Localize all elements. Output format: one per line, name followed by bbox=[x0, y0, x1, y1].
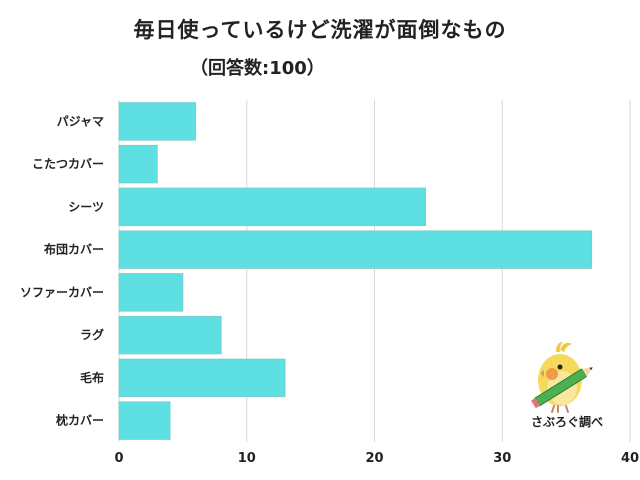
cockatiel-with-pencil-icon bbox=[531, 342, 593, 413]
bar-4 bbox=[118, 273, 184, 312]
category-label: パジャマ bbox=[57, 114, 104, 128]
bar-1 bbox=[118, 144, 158, 184]
category-label: 枕カバー bbox=[56, 413, 104, 428]
bar-7 bbox=[118, 401, 171, 440]
x-tick-labels: 0 10 20 30 40 bbox=[114, 451, 639, 466]
bar-3 bbox=[118, 230, 593, 269]
category-label: ソファーカバー bbox=[20, 285, 104, 299]
category-label: 毛布 bbox=[80, 370, 104, 385]
bar-6 bbox=[118, 358, 286, 398]
logo-text: さぶろぐ調べ bbox=[530, 415, 603, 429]
chart-title: 毎日使っているけど洗濯が面倒なもの bbox=[133, 18, 507, 42]
survey-logo: さぶろぐ調べ bbox=[522, 340, 603, 432]
bars bbox=[118, 102, 593, 440]
bar-0 bbox=[118, 102, 197, 141]
category-label: ラグ bbox=[80, 327, 104, 342]
x-tick-label: 30 bbox=[493, 451, 511, 466]
x-tick-label: 10 bbox=[238, 451, 256, 466]
category-label: こたつカバー bbox=[32, 157, 104, 171]
category-label: 布団カバー bbox=[44, 242, 104, 257]
category-label: シーツ bbox=[68, 200, 104, 214]
x-tick-label: 40 bbox=[621, 451, 639, 466]
chart-subtitle: （回答数:100） bbox=[190, 58, 325, 79]
bar-2 bbox=[118, 187, 427, 227]
x-tick-label: 0 bbox=[114, 451, 123, 466]
x-tick-label: 20 bbox=[365, 451, 383, 466]
bar-5 bbox=[118, 315, 222, 355]
